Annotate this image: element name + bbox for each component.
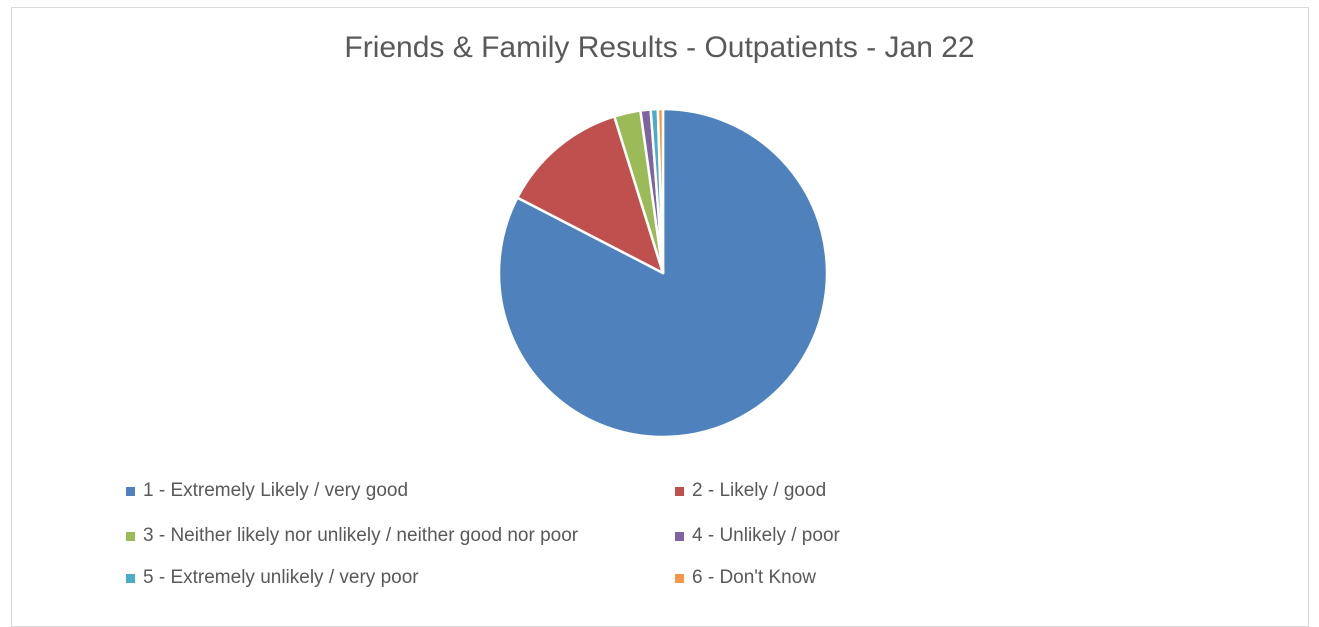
legend-item-4: 4 - Unlikely / poor <box>675 524 840 548</box>
legend-label-3: 3 - Neither likely nor unlikely / neithe… <box>143 525 579 546</box>
chart-title: Friends & Family Results - Outpatients -… <box>344 31 975 64</box>
legend-label-1: 1 - Extremely Likely / very good <box>143 480 409 501</box>
legend-item-2: 2 - Likely / good <box>675 479 826 503</box>
legend-swatch-5 <box>126 573 135 583</box>
legend-swatch-3 <box>126 531 135 541</box>
legend-swatch-6 <box>675 573 684 583</box>
pie-slice-6 <box>656 107 665 275</box>
legend-swatch-2 <box>675 486 684 496</box>
legend-label-5: 5 - Extremely unlikely / very poor <box>143 567 419 588</box>
pie-chart <box>497 107 829 439</box>
legend-swatch-4 <box>675 531 684 541</box>
legend-label-6: 6 - Don't Know <box>692 567 817 588</box>
legend-item-1: 1 - Extremely Likely / very good <box>126 479 408 503</box>
legend-item-6: 6 - Don't Know <box>675 566 816 590</box>
legend-item-5: 5 - Extremely unlikely / very poor <box>126 566 419 590</box>
legend-item-3: 3 - Neither likely nor unlikely / neithe… <box>126 524 578 548</box>
legend-swatch-1 <box>126 486 135 496</box>
pie-slice-2 <box>516 115 665 275</box>
legend-label-2: 2 - Likely / good <box>692 480 827 501</box>
legend-label-4: 4 - Unlikely / poor <box>692 525 840 546</box>
